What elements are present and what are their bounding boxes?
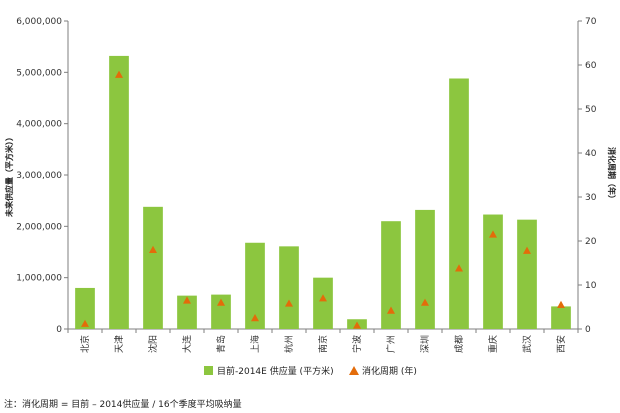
footnote: 注：消化周期 = 目前 – 2014供应量 / 16个季度平均吸纳量 [4, 400, 242, 410]
x-tick-label: 大连 [181, 335, 193, 353]
left-tick-label: 0 [56, 325, 62, 335]
supply-bar [415, 209, 435, 329]
x-tick-label: 广州 [385, 335, 397, 353]
supply-bar [279, 246, 299, 329]
absorption-marker [217, 298, 225, 306]
left-tick-label: 3,000,000 [16, 171, 62, 181]
absorption-marker [319, 294, 327, 302]
absorption-marker [387, 306, 395, 314]
absorption-marker [455, 264, 463, 272]
x-tick-label: 上海 [249, 335, 261, 353]
supply-bar [517, 219, 537, 329]
legend-swatch-cycle [349, 366, 359, 375]
absorption-marker [523, 246, 531, 254]
x-tick-label: 重庆 [487, 335, 499, 353]
x-tick-label: 宁波 [351, 335, 363, 353]
supply-bar [551, 306, 571, 329]
x-tick-label: 沈阳 [147, 335, 159, 353]
right-tick-label: 30 [585, 193, 597, 203]
absorption-marker [251, 314, 259, 322]
legend-label-supply: 目前-2014E 供应量 (平方米) [217, 365, 334, 377]
absorption-marker [81, 319, 89, 327]
legend-swatch-supply [204, 366, 213, 375]
x-tick-label: 杭州 [283, 335, 295, 353]
absorption-marker [353, 321, 361, 329]
right-axis-title: 消化周期（年） [607, 147, 617, 203]
supply-bar [245, 242, 265, 329]
right-tick-label: 50 [585, 105, 597, 115]
x-tick-label: 青岛 [215, 335, 227, 353]
right-tick-label: 10 [585, 281, 597, 291]
absorption-marker [421, 298, 429, 306]
left-tick-label: 4,000,000 [16, 120, 62, 130]
left-tick-label: 5,000,000 [16, 68, 62, 78]
absorption-marker [557, 300, 565, 308]
supply-bar [381, 221, 401, 329]
supply-bar [143, 206, 163, 329]
x-tick-label: 北京 [79, 335, 91, 353]
right-tick-label: 40 [585, 149, 597, 159]
x-tick-label: 武汉 [521, 335, 533, 353]
absorption-marker [115, 70, 123, 78]
absorption-marker [285, 299, 293, 307]
supply-bar [109, 55, 129, 329]
x-tick-label: 成都 [453, 335, 465, 353]
right-tick-label: 60 [585, 61, 597, 71]
supply-bar [313, 277, 333, 329]
left-tick-label: 6,000,000 [16, 17, 62, 27]
right-tick-label: 20 [585, 237, 597, 247]
right-tick-label: 70 [585, 17, 597, 27]
x-tick-label: 深圳 [420, 335, 431, 353]
x-tick-label: 南京 [317, 335, 329, 353]
supply-bar [483, 214, 503, 329]
left-tick-label: 2,000,000 [16, 222, 62, 232]
left-axis-title: 未来供应量（平方米）） [4, 133, 14, 218]
supply-bar [75, 287, 95, 329]
x-tick-label: 西安 [555, 335, 567, 353]
supply-bar [449, 78, 469, 329]
supply-bar [177, 295, 197, 329]
absorption-marker [183, 296, 191, 304]
absorption-marker [149, 245, 157, 253]
x-tick-label: 天津 [114, 335, 125, 353]
absorption-marker [489, 230, 497, 238]
supply-bar [211, 294, 231, 329]
left-tick-label: 1,000,000 [16, 274, 62, 284]
legend-label-cycle: 消化周期 (年) [362, 365, 417, 377]
right-tick-label: 0 [585, 325, 591, 335]
